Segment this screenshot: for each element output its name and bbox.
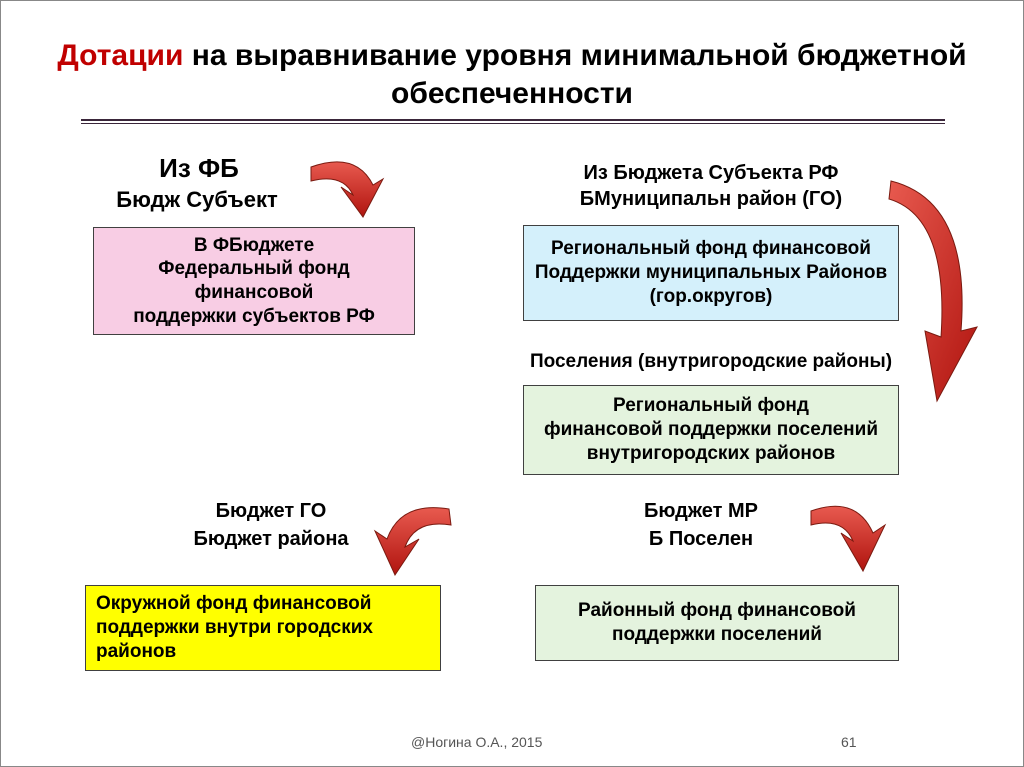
box-rayonny-fund: Районный фонд финансовой поддержки посел… <box>535 585 899 661</box>
arrow-icon <box>301 155 391 235</box>
label-iz-fb: Из ФБ <box>109 153 289 184</box>
label-budget-mr: Бюджет МР <box>611 499 791 523</box>
label-budget-go: Бюджет ГО <box>191 499 351 523</box>
title-accent: Дотации <box>57 39 183 72</box>
footer-credit: @Ногина О.А., 2015 <box>411 734 542 750</box>
title-underline <box>81 119 945 124</box>
label-bmunic: БМуниципальн район (ГО) <box>541 187 881 211</box>
arrow-icon <box>881 171 991 421</box>
label-poseleniya: Поселения (внутригородские районы) <box>501 351 921 374</box>
box-okruzhnoy-fund: Окружной фонд финансовой поддержки внутр… <box>85 585 441 671</box>
footer-page: 61 <box>841 734 857 750</box>
arrow-icon <box>801 499 891 589</box>
label-budj-subj: Бюдж Субъект <box>87 187 307 213</box>
box-federal-fund: В ФБюджетеФедеральный фонд финансовойпод… <box>93 227 415 335</box>
box-regional-fund-posel: Региональный фондфинансовой поддержки по… <box>523 385 899 475</box>
box-regional-fund-mr: Региональный фонд финансовой Поддержки м… <box>523 225 899 321</box>
title-rest: на выравнивание уровня минимальной бюдже… <box>183 39 966 110</box>
arrow-icon <box>371 499 461 589</box>
label-b-poselen: Б Поселен <box>611 527 791 551</box>
slide: Дотации на выравнивание уровня минимальн… <box>0 0 1024 767</box>
label-budget-rayona: Бюджет района <box>171 527 371 551</box>
slide-title: Дотации на выравнивание уровня минимальн… <box>1 37 1023 112</box>
label-iz-budj-subj: Из Бюджета Субъекта РФ <box>541 161 881 185</box>
